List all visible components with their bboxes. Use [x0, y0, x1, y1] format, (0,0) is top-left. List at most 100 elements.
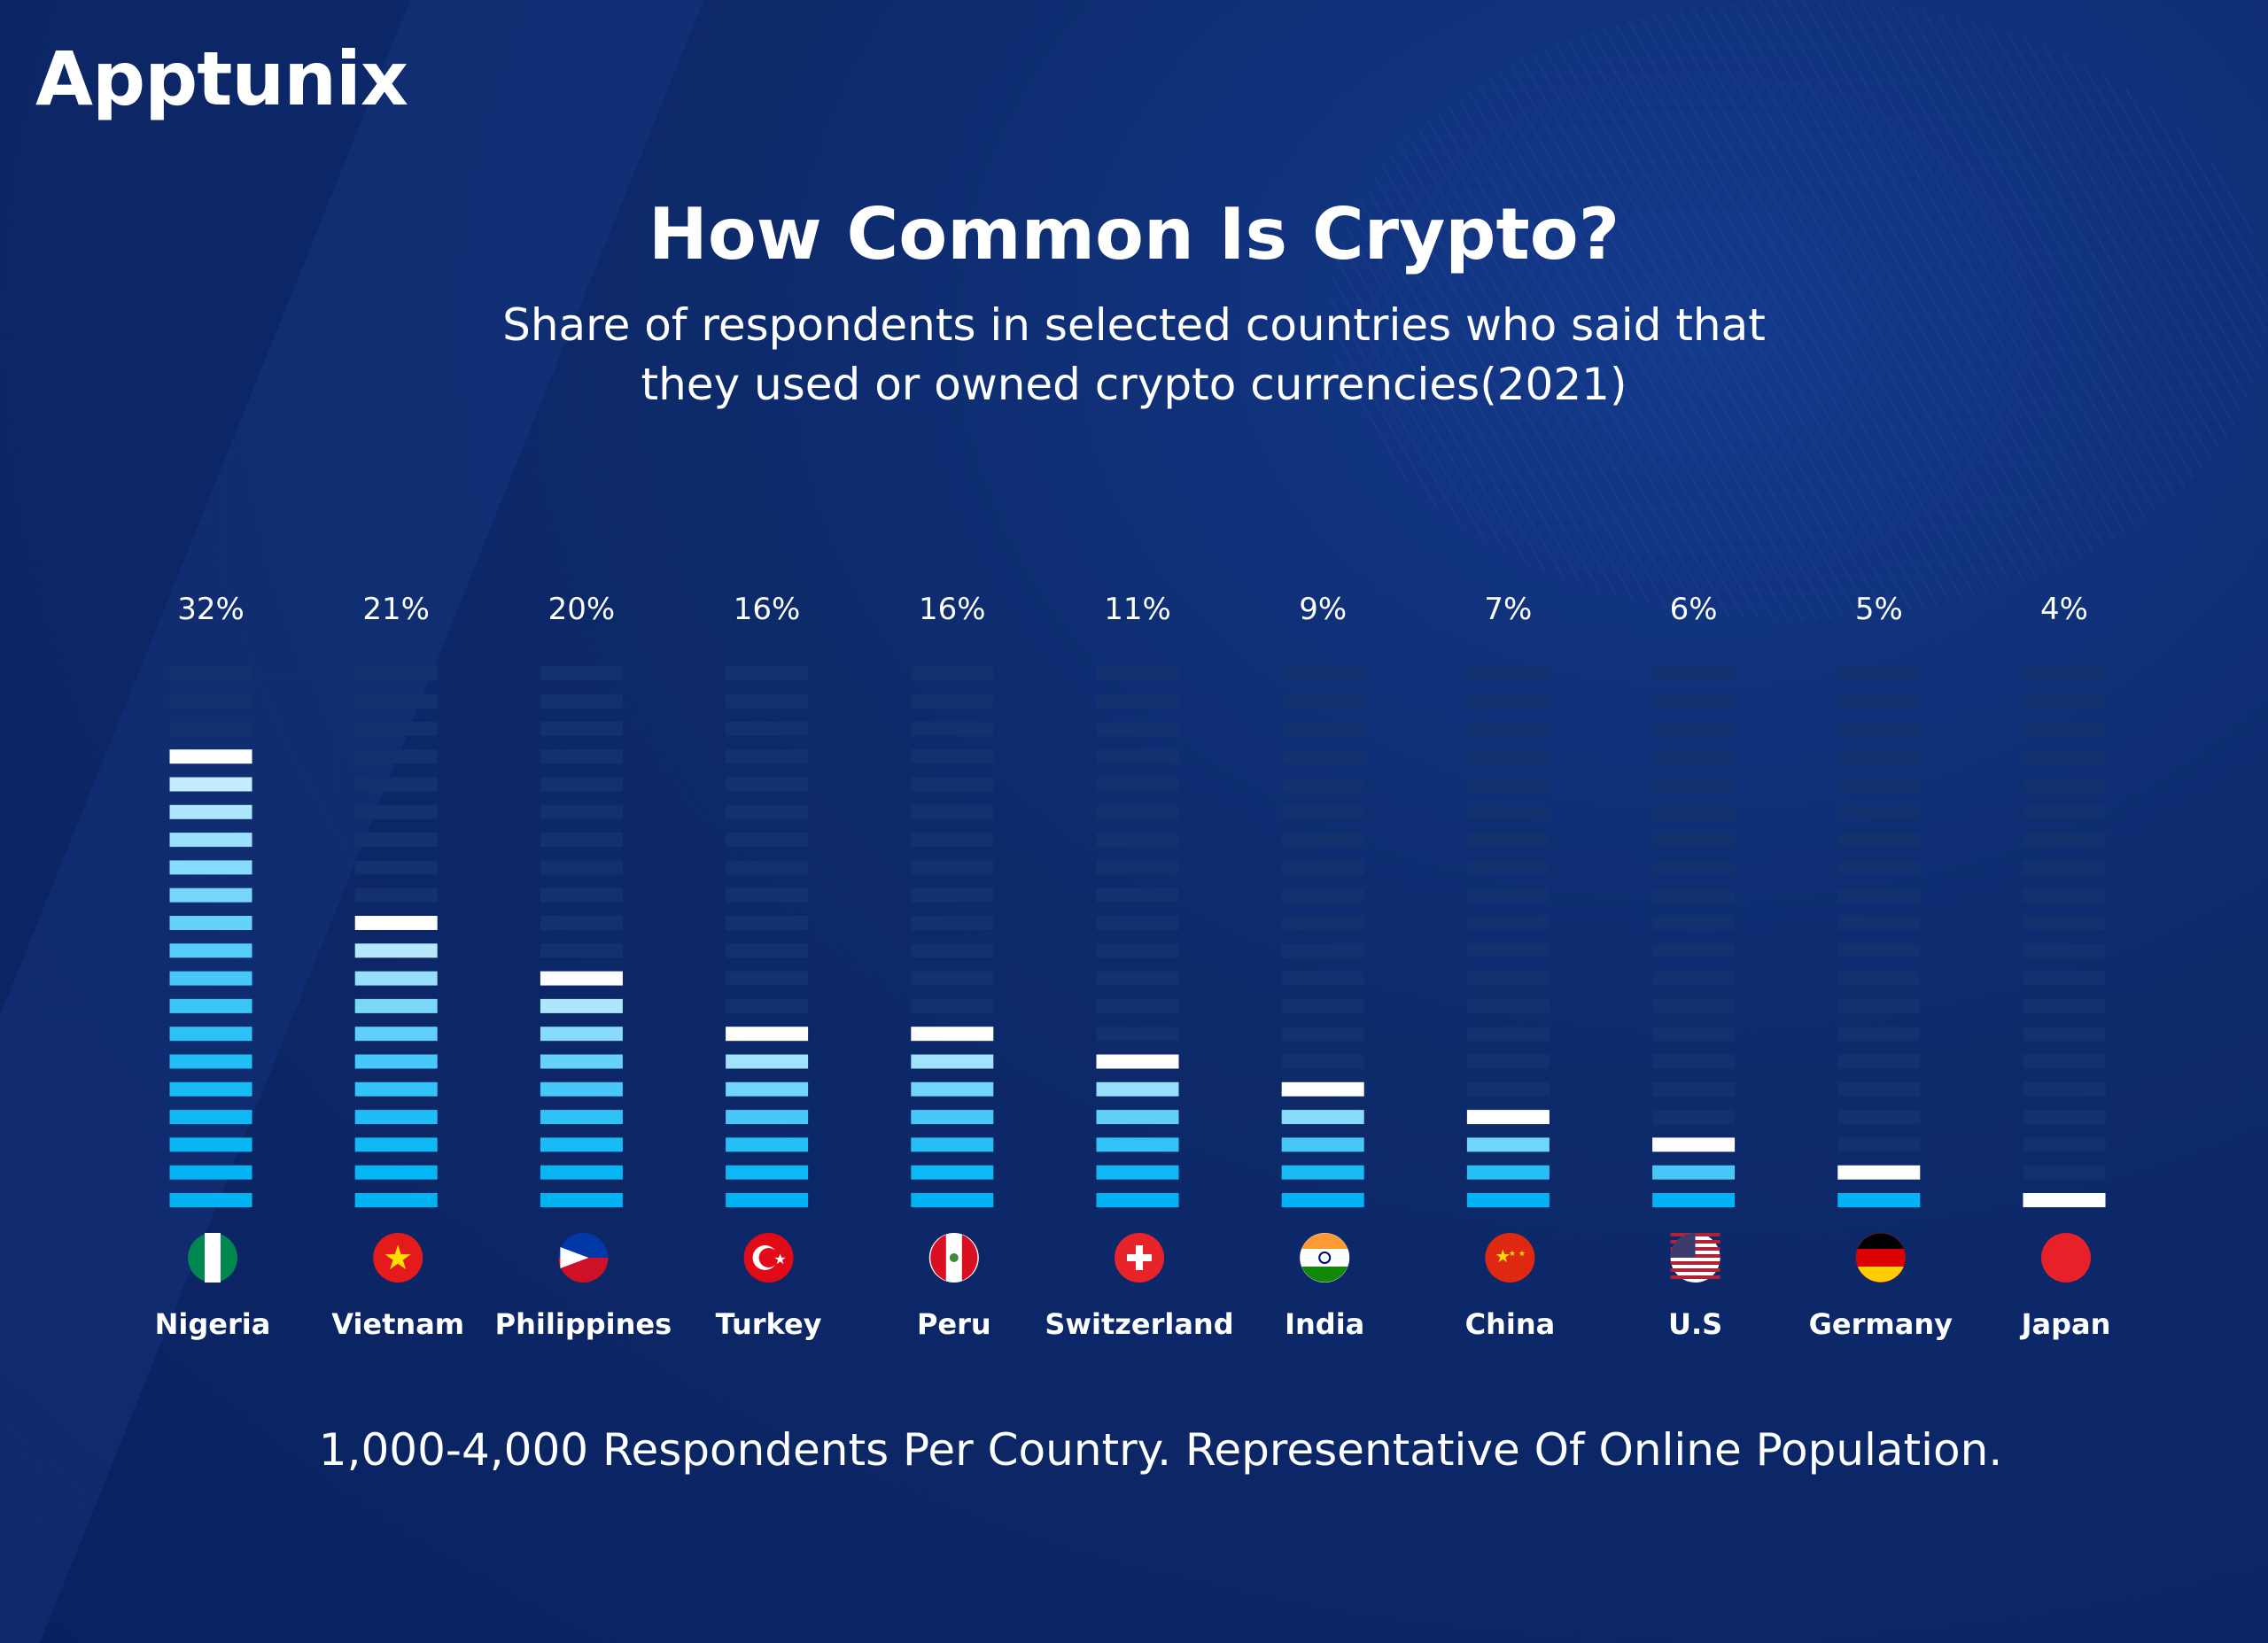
bar-segment-empty [2023, 1110, 2106, 1125]
bar-segment-empty [1837, 887, 1921, 903]
bar-segment-filled [169, 1137, 252, 1152]
germany-flag-icon [1855, 1233, 1906, 1283]
bar-segment-filled [540, 971, 623, 986]
bar-segment-filled [354, 1165, 438, 1180]
category-label: U.S [1668, 1307, 1722, 1341]
bar-segment-empty [1096, 916, 1179, 930]
bar-segment-filled [1281, 1110, 1364, 1125]
category-label: Nigeria [155, 1307, 271, 1341]
bar-segment-empty [1652, 1054, 1736, 1069]
bar-segment-filled [169, 1054, 252, 1069]
bar-segment-filled [1652, 1193, 1736, 1207]
bar-segment-filled [1281, 1193, 1364, 1207]
column-india: 9% India [1281, 592, 1364, 1341]
bar-segment-empty [169, 694, 252, 709]
bar-segment-empty [540, 749, 623, 764]
bar-segment-empty [540, 777, 623, 792]
bar-segment-empty [1281, 1054, 1364, 1069]
bar-segment-empty [1652, 916, 1736, 930]
turkey-flag-icon: ★ [743, 1233, 794, 1283]
bar-segment-empty [911, 971, 994, 986]
bar-segment-filled [1652, 1165, 1736, 1180]
bar-segment-empty [1837, 777, 1921, 792]
bar-segment-filled [354, 1027, 438, 1042]
bar-segment-empty [169, 721, 252, 736]
bar-segment-empty [1281, 916, 1364, 930]
bar-segment-filled [1281, 1165, 1364, 1180]
bar-segment-filled [911, 1193, 994, 1207]
bar-segment-empty [911, 666, 994, 681]
background-pattern [1329, 0, 2268, 620]
bar-segment-empty [1281, 998, 1364, 1013]
bar-segment-filled [354, 916, 438, 930]
bar-segment-empty [1837, 804, 1921, 819]
footnote: 1,000-4,000 Respondents Per Country. Rep… [318, 1424, 2003, 1476]
bar-segment-filled [354, 1137, 438, 1152]
bar-segment-empty [1837, 1027, 1921, 1042]
bar-segment-filled [911, 1081, 994, 1097]
bar-segment-empty [911, 777, 994, 792]
bar-segment-empty [1281, 804, 1364, 819]
nigeria-flag-icon [188, 1233, 237, 1283]
data-label: 20% [548, 592, 616, 627]
category-label: Turkey [716, 1307, 822, 1341]
bar-segment-empty [911, 804, 994, 819]
bar-segment-empty [1837, 666, 1921, 681]
bar-segment-empty [1096, 749, 1179, 764]
bar-segment-empty [1837, 1110, 1921, 1125]
bar-segment-filled [169, 887, 252, 903]
bar-segment-empty [1837, 749, 1921, 764]
category-label: Switzerland [1045, 1307, 1233, 1341]
bar-segment-filled [540, 1137, 623, 1152]
bar-segment-filled [1652, 1137, 1736, 1152]
bar-segment-empty [2023, 971, 2106, 986]
bar-segment-empty [1466, 860, 1550, 875]
column-china: 7% ★★ ★ China [1465, 592, 1556, 1341]
bar-segment-empty [2023, 1165, 2106, 1180]
bar-segment-empty [1096, 777, 1179, 792]
bar-segment-empty [1652, 1110, 1736, 1125]
bar-segment-empty [2023, 694, 2106, 709]
bar-segment-empty [1652, 971, 1736, 986]
bar-segment-empty [540, 943, 623, 958]
bar-segment-filled [726, 1137, 809, 1152]
vietnam-flag-icon: ★ [373, 1233, 423, 1283]
bar-segment-empty [1652, 860, 1736, 875]
data-label: 5% [1855, 592, 1903, 627]
bar-segment-empty [1096, 694, 1179, 709]
bar-segment-filled [1096, 1193, 1179, 1207]
bar-segment-filled [354, 998, 438, 1013]
bar-segment-empty [2023, 1081, 2106, 1097]
bar-segment-empty [1281, 777, 1364, 792]
bar-segment-filled [169, 860, 252, 875]
bar-segment-empty [726, 721, 809, 736]
column-switzerland: 11% Switzerland [1045, 592, 1233, 1341]
bar-segment-empty [726, 833, 809, 848]
column-japan: 4% Japan [2020, 592, 2111, 1341]
bar-segment-empty [1466, 749, 1550, 764]
category-label: India [1285, 1307, 1364, 1341]
bar-segment-empty [1652, 998, 1736, 1013]
bar-segment-empty [726, 694, 809, 709]
bar-segment-empty [2023, 749, 2106, 764]
column-philippines: 20% Philippines [495, 592, 672, 1341]
bar-segment-filled [354, 1081, 438, 1097]
bar-segment-empty [1466, 1081, 1550, 1097]
bar-segment-filled [1837, 1193, 1921, 1207]
bar-segment-empty [1466, 943, 1550, 958]
bar-segment-filled [1096, 1165, 1179, 1180]
bar-segment-filled [354, 971, 438, 986]
bar-segment-filled [911, 1027, 994, 1042]
bar-segment-empty [2023, 1137, 2106, 1152]
switzerland-flag-icon [1115, 1233, 1164, 1283]
bar-segment-empty [2023, 1027, 2106, 1042]
us-flag-icon [1670, 1233, 1720, 1283]
bar-segment-empty [911, 860, 994, 875]
bar-segment-empty [1466, 998, 1550, 1013]
bar-segment-empty [1837, 860, 1921, 875]
bar-segment-filled [540, 1027, 623, 1042]
bar-segment-empty [1466, 916, 1550, 930]
bar-segment-empty [911, 749, 994, 764]
bar-segment-filled [169, 1110, 252, 1125]
bar-segment-filled [169, 1081, 252, 1097]
